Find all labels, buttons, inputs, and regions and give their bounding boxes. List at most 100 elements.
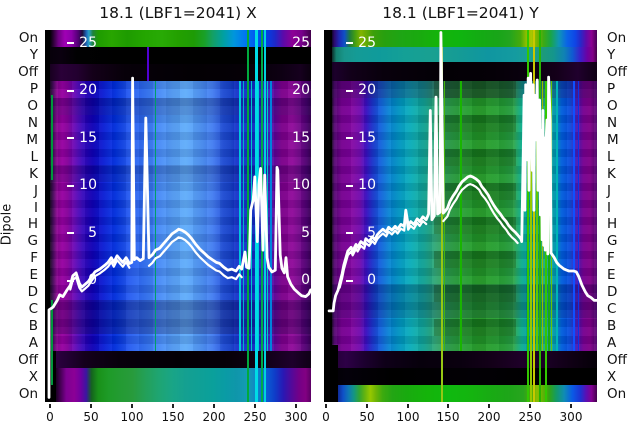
row-label-off: Off bbox=[607, 64, 627, 81]
row-label-j: J bbox=[607, 182, 611, 199]
tick-number: 0 bbox=[88, 272, 97, 288]
tick-number: 25 bbox=[292, 34, 310, 51]
value-tick-label-left: 25 bbox=[67, 35, 97, 51]
heatmap-streak bbox=[155, 81, 156, 351]
heatmap-streak bbox=[51, 300, 53, 385]
x-tick-label: 250 bbox=[243, 410, 267, 424]
heatmap-streak bbox=[267, 81, 268, 351]
heatmap-row-off-top bbox=[45, 64, 311, 81]
x-tick-mark bbox=[325, 404, 327, 408]
profile-curve-main bbox=[47, 76, 311, 399]
row-label-f: F bbox=[607, 250, 615, 267]
x-tick-label: 250 bbox=[518, 410, 542, 424]
row-label-e: E bbox=[607, 267, 616, 284]
heatmap-streak bbox=[243, 81, 244, 351]
x-tick-label: 100 bbox=[120, 410, 144, 424]
curve-overlay-svg bbox=[327, 31, 597, 313]
value-tick-label-left: 25 bbox=[346, 34, 376, 51]
x-tick-label: 200 bbox=[477, 410, 501, 424]
row-label-n: N bbox=[27, 115, 38, 131]
heatmap-streak bbox=[444, 81, 445, 351]
tick-dash bbox=[346, 42, 353, 44]
heatmap-streak bbox=[536, 81, 538, 351]
value-tick-label-right: 5 bbox=[284, 225, 310, 241]
value-tick-label-left: 0 bbox=[346, 273, 376, 288]
tick-dash bbox=[67, 279, 74, 282]
value-tick-label-left: 5 bbox=[67, 225, 97, 241]
heatmap-rows-x-on-bottom bbox=[45, 368, 311, 402]
dark-row-band bbox=[45, 300, 311, 334]
profile-curve-main bbox=[327, 31, 597, 313]
row-label-o: O bbox=[607, 98, 618, 115]
row-label-a: A bbox=[28, 334, 38, 351]
row-labels-left: On Y Off P O N M L K J I H G F E D C B A Off X On bbox=[0, 0, 41, 440]
row-label-x: X bbox=[28, 368, 38, 385]
x-tick-mark bbox=[295, 404, 297, 408]
dark-row-band bbox=[45, 165, 311, 182]
row-label-e: E bbox=[29, 267, 38, 284]
tick-dash bbox=[67, 89, 74, 92]
value-tick-label-left: 20 bbox=[67, 83, 97, 98]
panel-left-edge bbox=[324, 30, 332, 402]
value-tick-label-left: 10 bbox=[67, 178, 97, 193]
tick-number: 15 bbox=[292, 129, 310, 146]
row-label-c: C bbox=[28, 301, 38, 317]
curve-overlay-svg bbox=[47, 76, 311, 399]
x-tick-mark bbox=[172, 404, 174, 408]
row-label-m: M bbox=[26, 131, 38, 148]
row-label-c: C bbox=[607, 301, 617, 317]
row-label-off: Off bbox=[607, 351, 627, 368]
x-tick-mark bbox=[570, 404, 572, 408]
tick-number: 20 bbox=[79, 82, 97, 98]
heatmap-streak bbox=[530, 81, 532, 402]
profile-curve-band bbox=[338, 213, 428, 289]
row-label-i: I bbox=[607, 199, 611, 216]
tick-number: 10 bbox=[292, 177, 310, 193]
row-label-i: I bbox=[34, 199, 38, 216]
x-tick-label: 0 bbox=[46, 410, 54, 424]
heatmap-streak bbox=[247, 30, 249, 402]
heatmap-streak bbox=[556, 81, 558, 351]
value-tick-label-left: 5 bbox=[346, 225, 376, 241]
panel-corner-block bbox=[45, 351, 56, 402]
tick-number: 15 bbox=[79, 129, 97, 146]
tick-dash bbox=[67, 137, 74, 139]
x-tick-mark bbox=[529, 404, 531, 408]
row-label-x: X bbox=[607, 368, 617, 385]
x-tick-mark bbox=[407, 404, 409, 408]
row-label-off: Off bbox=[18, 351, 38, 368]
heatmap-streak bbox=[533, 30, 535, 402]
value-tick-label-right: 0 bbox=[284, 273, 310, 288]
x-tick-label: 50 bbox=[83, 410, 99, 424]
x-tick-label: 300 bbox=[559, 410, 583, 424]
value-tick-label-left: 0 bbox=[67, 273, 97, 288]
panel-corner-block bbox=[324, 345, 338, 402]
row-label-h: H bbox=[607, 216, 618, 233]
value-tick-label-left: 15 bbox=[346, 130, 376, 146]
heatmap-streak bbox=[460, 81, 462, 351]
x-tick-mark bbox=[90, 404, 92, 408]
tick-number: 10 bbox=[358, 177, 376, 193]
value-tick-label-right: 20 bbox=[284, 83, 310, 98]
x-tick-label: 150 bbox=[436, 410, 460, 424]
tick-number: 25 bbox=[358, 34, 376, 51]
value-tick-label-left: 15 bbox=[67, 129, 97, 146]
heatmap-streak bbox=[578, 81, 579, 351]
tick-dash bbox=[346, 279, 353, 282]
x-tick-mark bbox=[366, 404, 368, 408]
tick-number: 0 bbox=[301, 272, 310, 288]
heatmap-streak bbox=[147, 47, 149, 81]
x-tick-mark bbox=[447, 404, 449, 408]
row-label-k: K bbox=[29, 165, 38, 182]
tick-dash bbox=[346, 89, 353, 92]
row-label-b: B bbox=[607, 317, 617, 334]
row-label-l: L bbox=[30, 148, 38, 165]
tick-dash bbox=[346, 184, 353, 187]
dark-row-band bbox=[45, 98, 311, 115]
row-label-f: F bbox=[30, 250, 38, 267]
row-label-on: On bbox=[607, 385, 627, 402]
value-tick-label-left: 20 bbox=[346, 83, 376, 98]
heatmap-streak bbox=[239, 81, 241, 351]
x-tick-label: 0 bbox=[322, 410, 330, 424]
